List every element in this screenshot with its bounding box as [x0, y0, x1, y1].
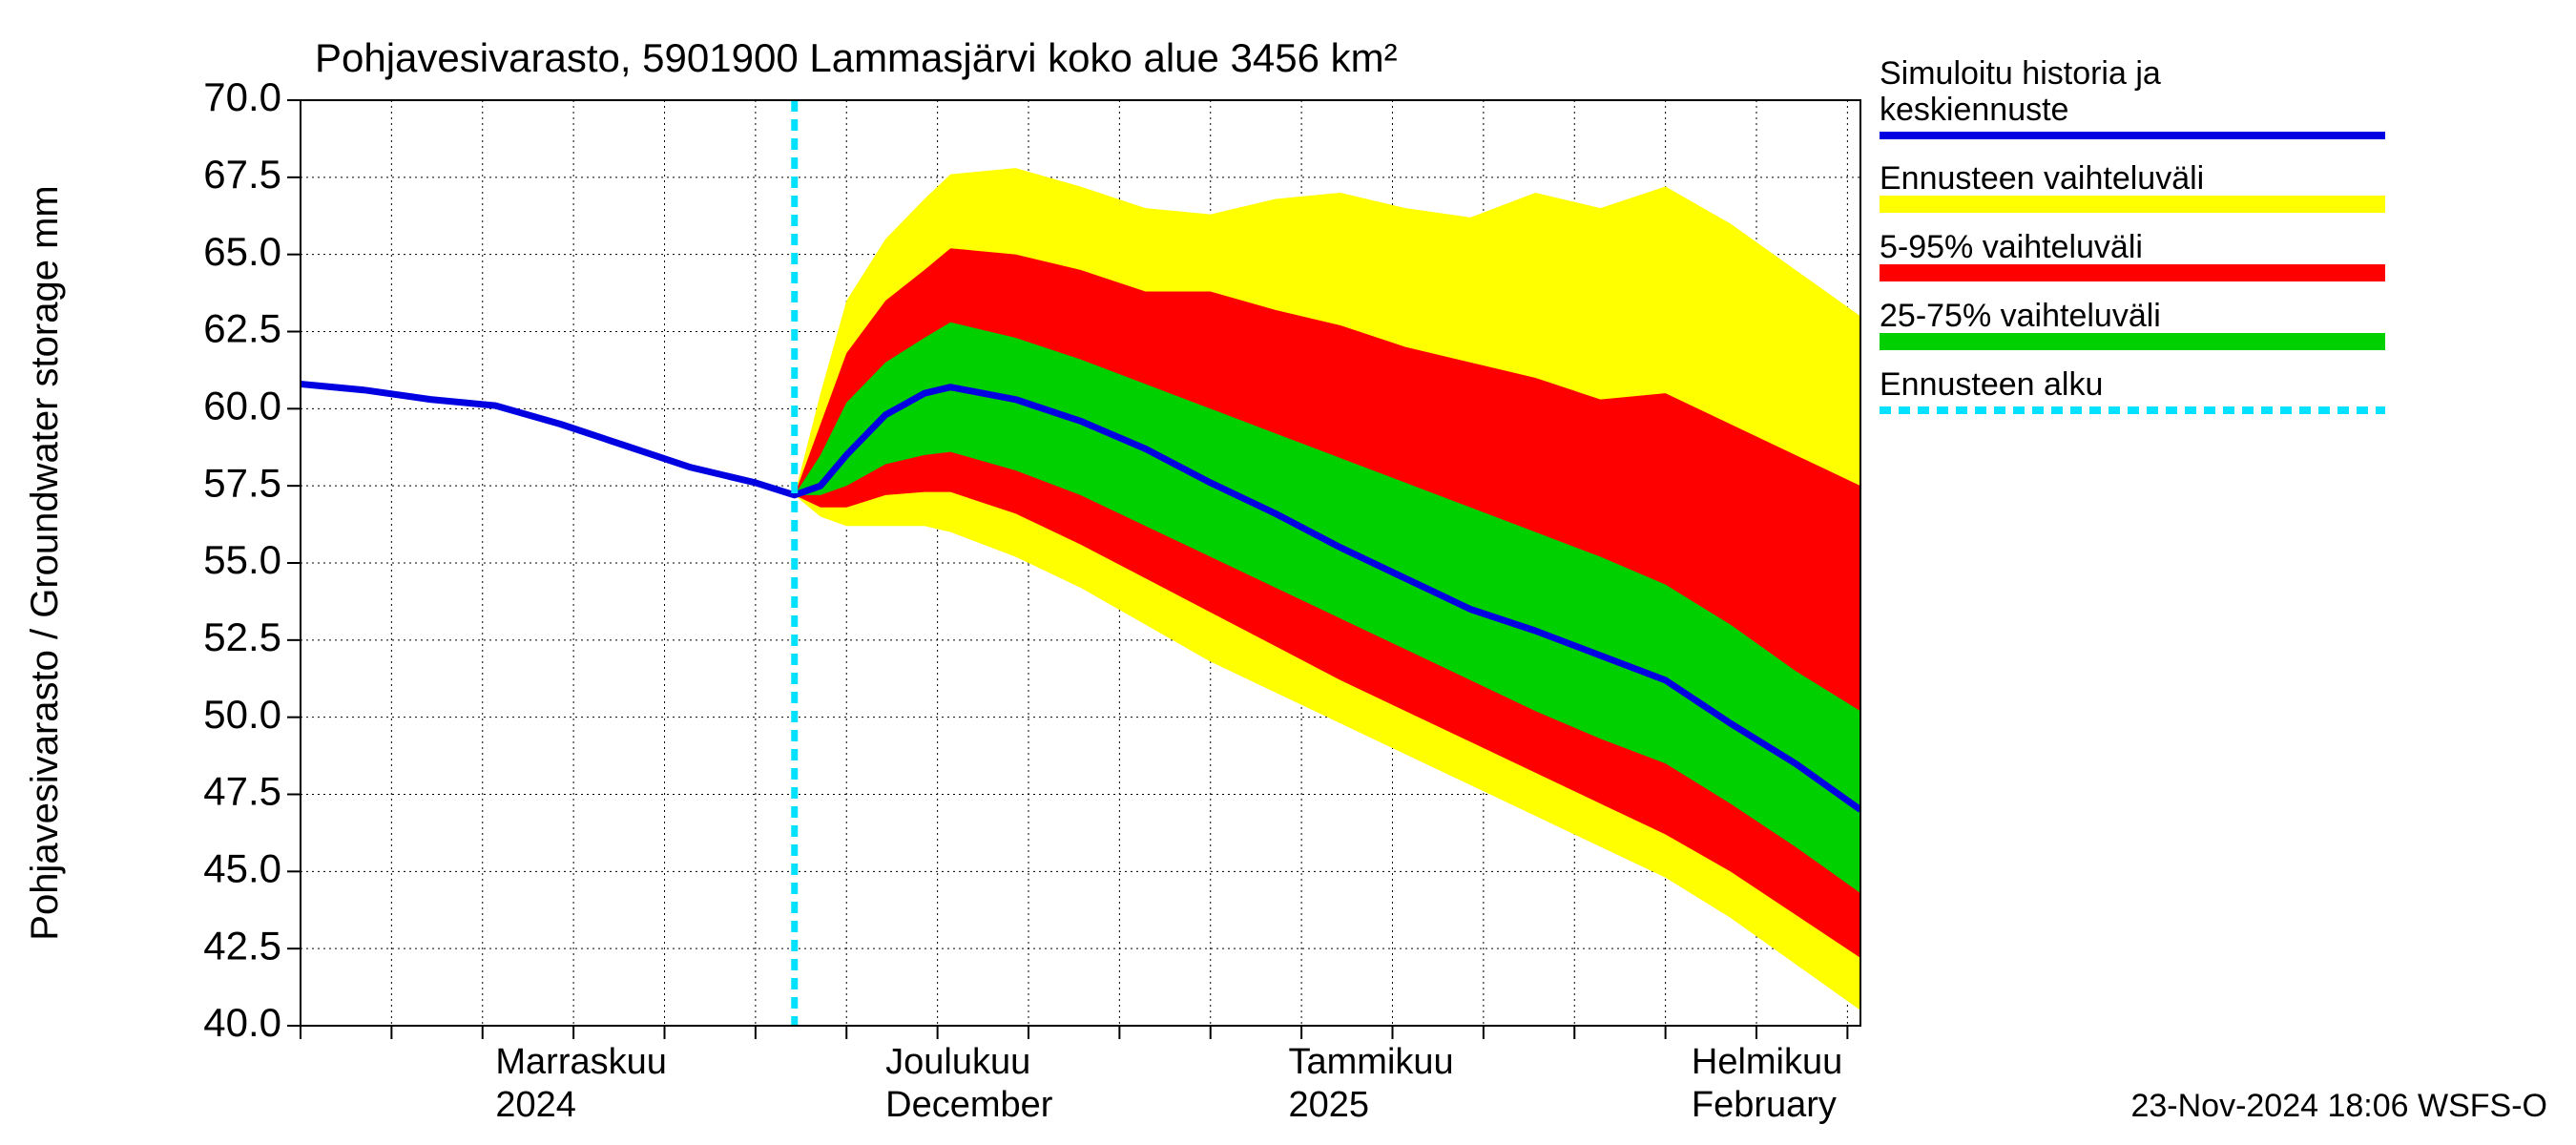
yaxis-label: Pohjavesivarasto / Groundwater storage m… — [24, 185, 66, 940]
chart-title: Pohjavesivarasto, 5901900 Lammasjärvi ko… — [315, 35, 1398, 80]
ytick-label: 70.0 — [203, 74, 281, 119]
ytick-label: 47.5 — [203, 769, 281, 814]
ytick-label: 65.0 — [203, 229, 281, 274]
ytick-label: 52.5 — [203, 614, 281, 659]
ytick-label: 60.0 — [203, 383, 281, 427]
xmonth-label: Tammikuu — [1289, 1042, 1454, 1082]
legend-swatch-band — [1880, 264, 2385, 281]
ytick-label: 50.0 — [203, 692, 281, 737]
legend-label: 5-95% vaihteluväli — [1880, 229, 2143, 265]
legend-label: keskiennuste — [1880, 92, 2068, 128]
legend-swatch-band — [1880, 333, 2385, 350]
ytick-label: 45.0 — [203, 845, 281, 890]
legend-label: Ennusteen vaihteluväli — [1880, 160, 2204, 197]
xmonth-label: Joulukuu — [885, 1042, 1030, 1082]
xmonth-label-sub: December — [885, 1085, 1053, 1125]
xmonth-label-sub: February — [1692, 1085, 1837, 1125]
ytick-label: 67.5 — [203, 152, 281, 197]
ytick-label: 62.5 — [203, 306, 281, 351]
footer-timestamp: 23-Nov-2024 18:06 WSFS-O — [2130, 1088, 2547, 1124]
ytick-label: 57.5 — [203, 460, 281, 505]
xmonth-label-sub: 2025 — [1289, 1085, 1370, 1125]
chart-root: 40.0 42.5 45.0 47.5 50.0 52.5 55.0 57.5 60.0 62.5… — [0, 0, 2576, 1145]
forecast-chart-svg: 40.0 42.5 45.0 47.5 50.0 52.5 55.0 57.5 60.0 62.5… — [0, 0, 2576, 1145]
legend-label: Ennusteen alku — [1880, 366, 2103, 403]
ytick-label: 55.0 — [203, 537, 281, 582]
legend-swatch-band — [1880, 196, 2385, 213]
ytick-label: 42.5 — [203, 923, 281, 968]
xmonth-label: Marraskuu — [495, 1042, 667, 1082]
xmonth-label: Helmikuu — [1692, 1042, 1842, 1082]
legend-label: 25-75% vaihteluväli — [1880, 298, 2161, 334]
xmonth-label-sub: 2024 — [495, 1085, 576, 1125]
legend-label: Simuloitu historia ja — [1880, 55, 2161, 92]
ytick-label: 40.0 — [203, 1000, 281, 1045]
